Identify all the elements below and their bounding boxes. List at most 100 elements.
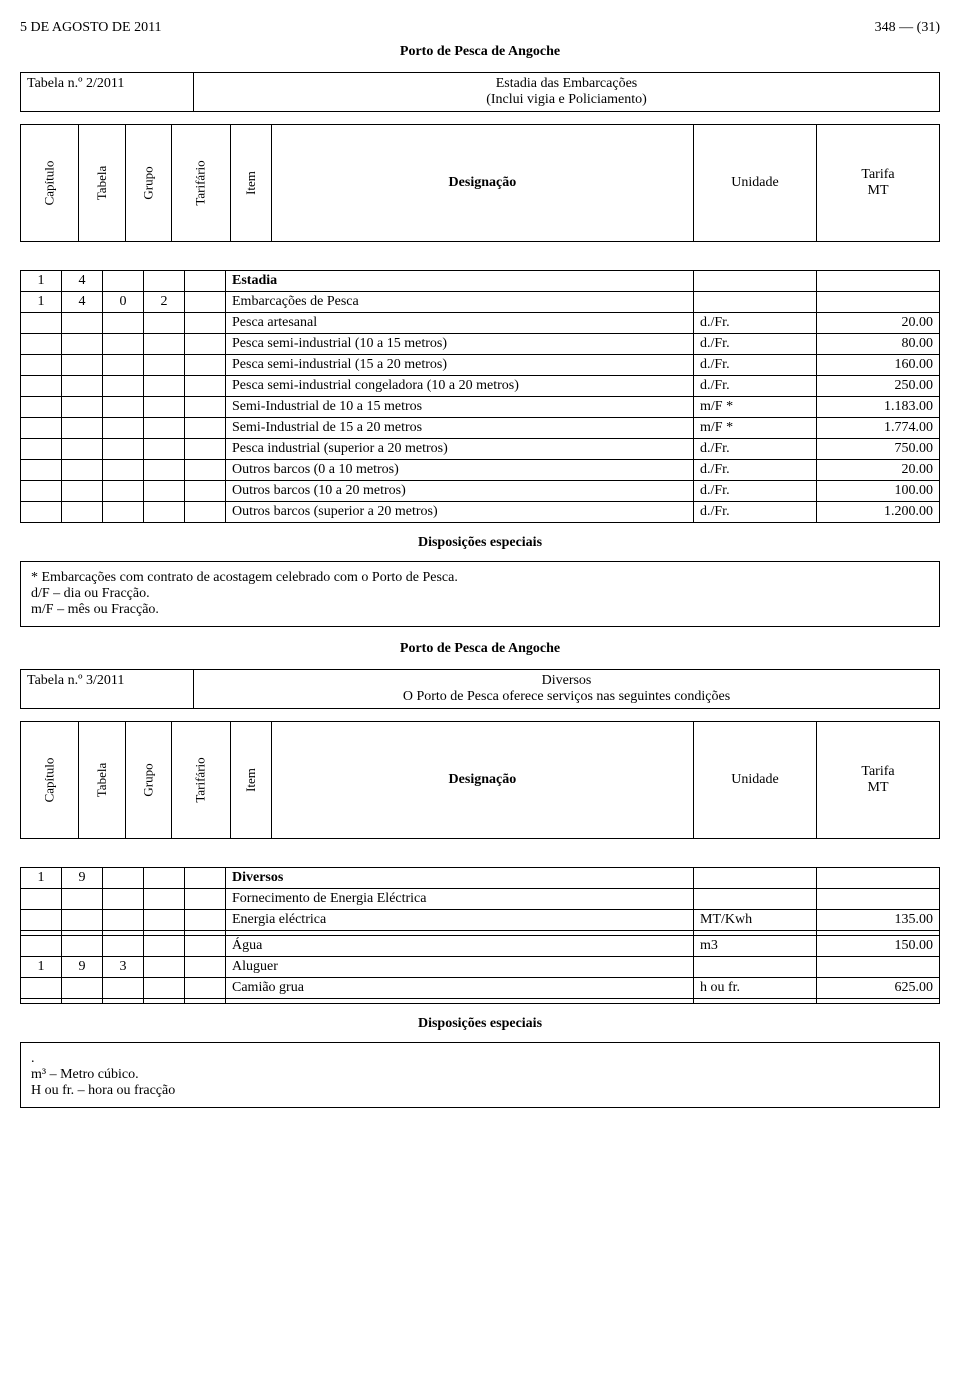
tabela2-subject-line2: (Inclui vigia e Policiamento) bbox=[200, 92, 933, 108]
cell: 1 bbox=[21, 868, 62, 889]
cell: Pesca semi-industrial congeladora (10 a … bbox=[226, 376, 694, 397]
col-grupo-label: Grupo bbox=[141, 763, 157, 796]
table-row: Águam3150.00 bbox=[21, 936, 940, 957]
table-row: Fornecimento de Energia Eléctrica bbox=[21, 889, 940, 910]
col-tarifa: Tarifa MT bbox=[817, 722, 940, 839]
dispos2-note1: . bbox=[31, 1051, 929, 1067]
cell: Pesca artesanal bbox=[226, 313, 694, 334]
cell: 160.00 bbox=[817, 355, 940, 376]
cell: MT/Kwh bbox=[694, 910, 817, 931]
column-header-table-2: Capítulo Tabela Grupo Tarifário Item Des… bbox=[20, 721, 940, 839]
table-row bbox=[21, 999, 940, 1004]
cell bbox=[817, 271, 940, 292]
cell: Semi-Industrial de 10 a 15 metros bbox=[226, 397, 694, 418]
tabela3-subject-line1: Diversos bbox=[200, 673, 933, 689]
cell: 20.00 bbox=[817, 460, 940, 481]
dispos-note1: * Embarcações com contrato de acostagem … bbox=[31, 570, 929, 586]
col-capitulo-label: Capítulo bbox=[41, 757, 57, 802]
cell: Camião grua bbox=[226, 978, 694, 999]
table-row: 1 4 Estadia bbox=[21, 271, 940, 292]
table-row: Semi-Industrial de 10 a 15 metrosm/F *1.… bbox=[21, 397, 940, 418]
cell bbox=[185, 868, 226, 889]
estadia-table: 1 4 Estadia 1 4 0 2 Embarcações de Pesca… bbox=[20, 270, 940, 523]
cell bbox=[103, 271, 144, 292]
cell: 4 bbox=[62, 292, 103, 313]
col-item-label: Item bbox=[243, 768, 259, 792]
tarifa-label: Tarifa bbox=[823, 167, 933, 183]
table-row: Pesca artesanald./Fr.20.00 bbox=[21, 313, 940, 334]
table-row: Pesca industrial (superior a 20 metros)d… bbox=[21, 439, 940, 460]
cell: 1 bbox=[21, 292, 62, 313]
disposicoes-title-2: Disposições especiais bbox=[20, 1016, 940, 1032]
header-right: 348 — (31) bbox=[875, 20, 940, 36]
dispos2-note3: H ou fr. – hora ou fracção bbox=[31, 1083, 929, 1099]
cell: Outros barcos (10 a 20 metros) bbox=[226, 481, 694, 502]
disposicoes-box: * Embarcações com contrato de acostagem … bbox=[20, 561, 940, 627]
cell: 1 bbox=[21, 957, 62, 978]
cell bbox=[817, 868, 940, 889]
table-row: Pesca semi-industrial (15 a 20 metros)d.… bbox=[21, 355, 940, 376]
col-capitulo: Capítulo bbox=[21, 722, 79, 839]
table-row: Outros barcos (10 a 20 metros)d./Fr.100.… bbox=[21, 481, 940, 502]
cell: Outros barcos (superior a 20 metros) bbox=[226, 502, 694, 523]
cell: 2 bbox=[144, 292, 185, 313]
cell: Aluguer bbox=[226, 957, 694, 978]
table-row: 1 9 Diversos bbox=[21, 868, 940, 889]
cell: 150.00 bbox=[817, 936, 940, 957]
cell: 9 bbox=[62, 868, 103, 889]
cell: 1.183.00 bbox=[817, 397, 940, 418]
dispos-note2: d/F – dia ou Fracção. bbox=[31, 586, 929, 602]
col-tarifario: Tarifário bbox=[172, 125, 230, 242]
cell: d./Fr. bbox=[694, 502, 817, 523]
cell: h ou fr. bbox=[694, 978, 817, 999]
table-row: Semi-Industrial de 15 a 20 metrosm/F *1.… bbox=[21, 418, 940, 439]
cell bbox=[144, 271, 185, 292]
cell: 3 bbox=[103, 957, 144, 978]
cell: Fornecimento de Energia Eléctrica bbox=[226, 889, 694, 910]
cell bbox=[817, 999, 940, 1004]
cell: 1.774.00 bbox=[817, 418, 940, 439]
porto-title-2: Porto de Pesca de Angoche bbox=[20, 641, 940, 657]
cell bbox=[817, 889, 940, 910]
diversos-table: 1 9 Diversos Fornecimento de Energia Elé… bbox=[20, 867, 940, 1004]
disposicoes-title: Disposições especiais bbox=[20, 535, 940, 551]
col-capitulo: Capítulo bbox=[21, 125, 79, 242]
cell: Pesca semi-industrial (10 a 15 metros) bbox=[226, 334, 694, 355]
cell: 1.200.00 bbox=[817, 502, 940, 523]
col-item: Item bbox=[230, 125, 271, 242]
table-row: Outros barcos (superior a 20 metros)d./F… bbox=[21, 502, 940, 523]
col-tarifa: Tarifa MT bbox=[817, 125, 940, 242]
col-item: Item bbox=[230, 722, 271, 839]
col-tabela-label: Tabela bbox=[94, 762, 110, 796]
col-grupo: Grupo bbox=[126, 125, 172, 242]
cell: 250.00 bbox=[817, 376, 940, 397]
col-tabela-label: Tabela bbox=[94, 165, 110, 199]
col-tarifario-label: Tarifário bbox=[193, 160, 209, 205]
cell: d./Fr. bbox=[694, 313, 817, 334]
cell: 100.00 bbox=[817, 481, 940, 502]
cell: 80.00 bbox=[817, 334, 940, 355]
table-row: 1 9 3 Aluguer bbox=[21, 957, 940, 978]
tarifa-label: Tarifa bbox=[823, 764, 933, 780]
mt-label: MT bbox=[823, 780, 933, 796]
cell bbox=[144, 957, 185, 978]
tabela2-subject: Estadia das Embarcações (Inclui vigia e … bbox=[194, 73, 940, 112]
col-unidade: Unidade bbox=[694, 125, 817, 242]
col-tarifario: Tarifário bbox=[172, 722, 230, 839]
tabela3-subject: Diversos O Porto de Pesca oferece serviç… bbox=[194, 670, 940, 709]
tabela3-label: Tabela n.º 3/2011 bbox=[21, 670, 194, 709]
cell: 625.00 bbox=[817, 978, 940, 999]
cell: 1 bbox=[21, 271, 62, 292]
dispos2-note2: m³ – Metro cúbico. bbox=[31, 1067, 929, 1083]
cell: Semi-Industrial de 15 a 20 metros bbox=[226, 418, 694, 439]
page-header: 5 DE AGOSTO DE 2011 348 — (31) bbox=[20, 20, 940, 36]
tabela2-subject-line1: Estadia das Embarcações bbox=[200, 76, 933, 92]
cell: Pesca industrial (superior a 20 metros) bbox=[226, 439, 694, 460]
cell: Energia eléctrica bbox=[226, 910, 694, 931]
col-tabela: Tabela bbox=[78, 125, 125, 242]
cell bbox=[694, 271, 817, 292]
tabela2-label: Tabela n.º 2/2011 bbox=[21, 73, 194, 112]
cell bbox=[694, 292, 817, 313]
cell: m/F * bbox=[694, 418, 817, 439]
table-row: 1 4 0 2 Embarcações de Pesca bbox=[21, 292, 940, 313]
